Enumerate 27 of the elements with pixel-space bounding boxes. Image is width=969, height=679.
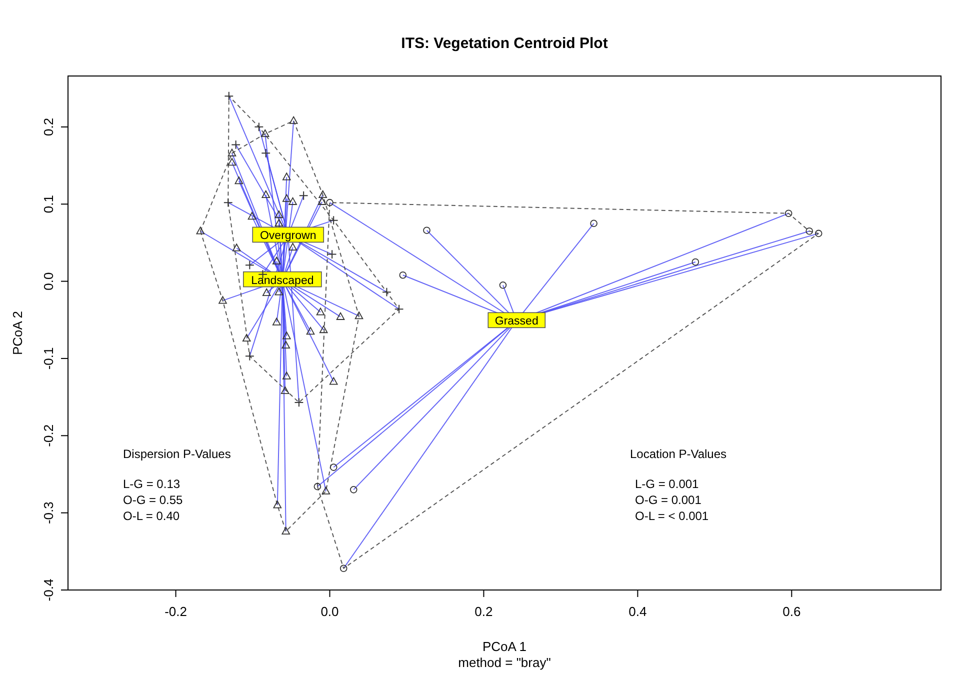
annotation: Dispersion P-Values — [123, 447, 231, 461]
y-tick-label: -0.1 — [41, 347, 56, 370]
annotation: L-G = 0.001 — [635, 477, 700, 491]
text: Grassed — [494, 316, 538, 328]
x-axis-title: PCoA 1 — [482, 639, 527, 654]
y-tick-label: 0.2 — [41, 118, 56, 136]
y-tick-label: -0.4 — [41, 578, 56, 602]
x-tick-label: 0.4 — [628, 604, 647, 619]
y-axis-title: PCoA 2 — [10, 310, 25, 356]
x-tick-label: 0.0 — [320, 604, 339, 619]
x-tick-label: -0.2 — [164, 604, 187, 619]
series-label: Overgrown — [260, 230, 316, 242]
annotation: O-L = 0.40 — [123, 509, 180, 523]
y-tick-label: 0.0 — [41, 272, 56, 290]
x-tick-label: 0.6 — [782, 604, 801, 619]
annotation: L-G = 0.13 — [123, 477, 180, 491]
annotation: Location P-Values — [630, 447, 727, 461]
text: method = "bray" — [458, 655, 552, 670]
annotation: O-G = 0.55 — [123, 493, 184, 507]
series-label: Landscaped — [251, 274, 314, 287]
annotation: O-G = 0.001 — [635, 493, 702, 507]
y-tick-label: -0.2 — [41, 424, 56, 447]
x-tick-label: 0.2 — [474, 604, 493, 619]
chart-title: ITS: Vegetation Centroid Plot — [401, 35, 608, 52]
y-tick-label: 0.1 — [41, 195, 56, 214]
y-tick-label: -0.3 — [41, 502, 56, 524]
annotation: O-L = < 0.001 — [635, 509, 709, 523]
